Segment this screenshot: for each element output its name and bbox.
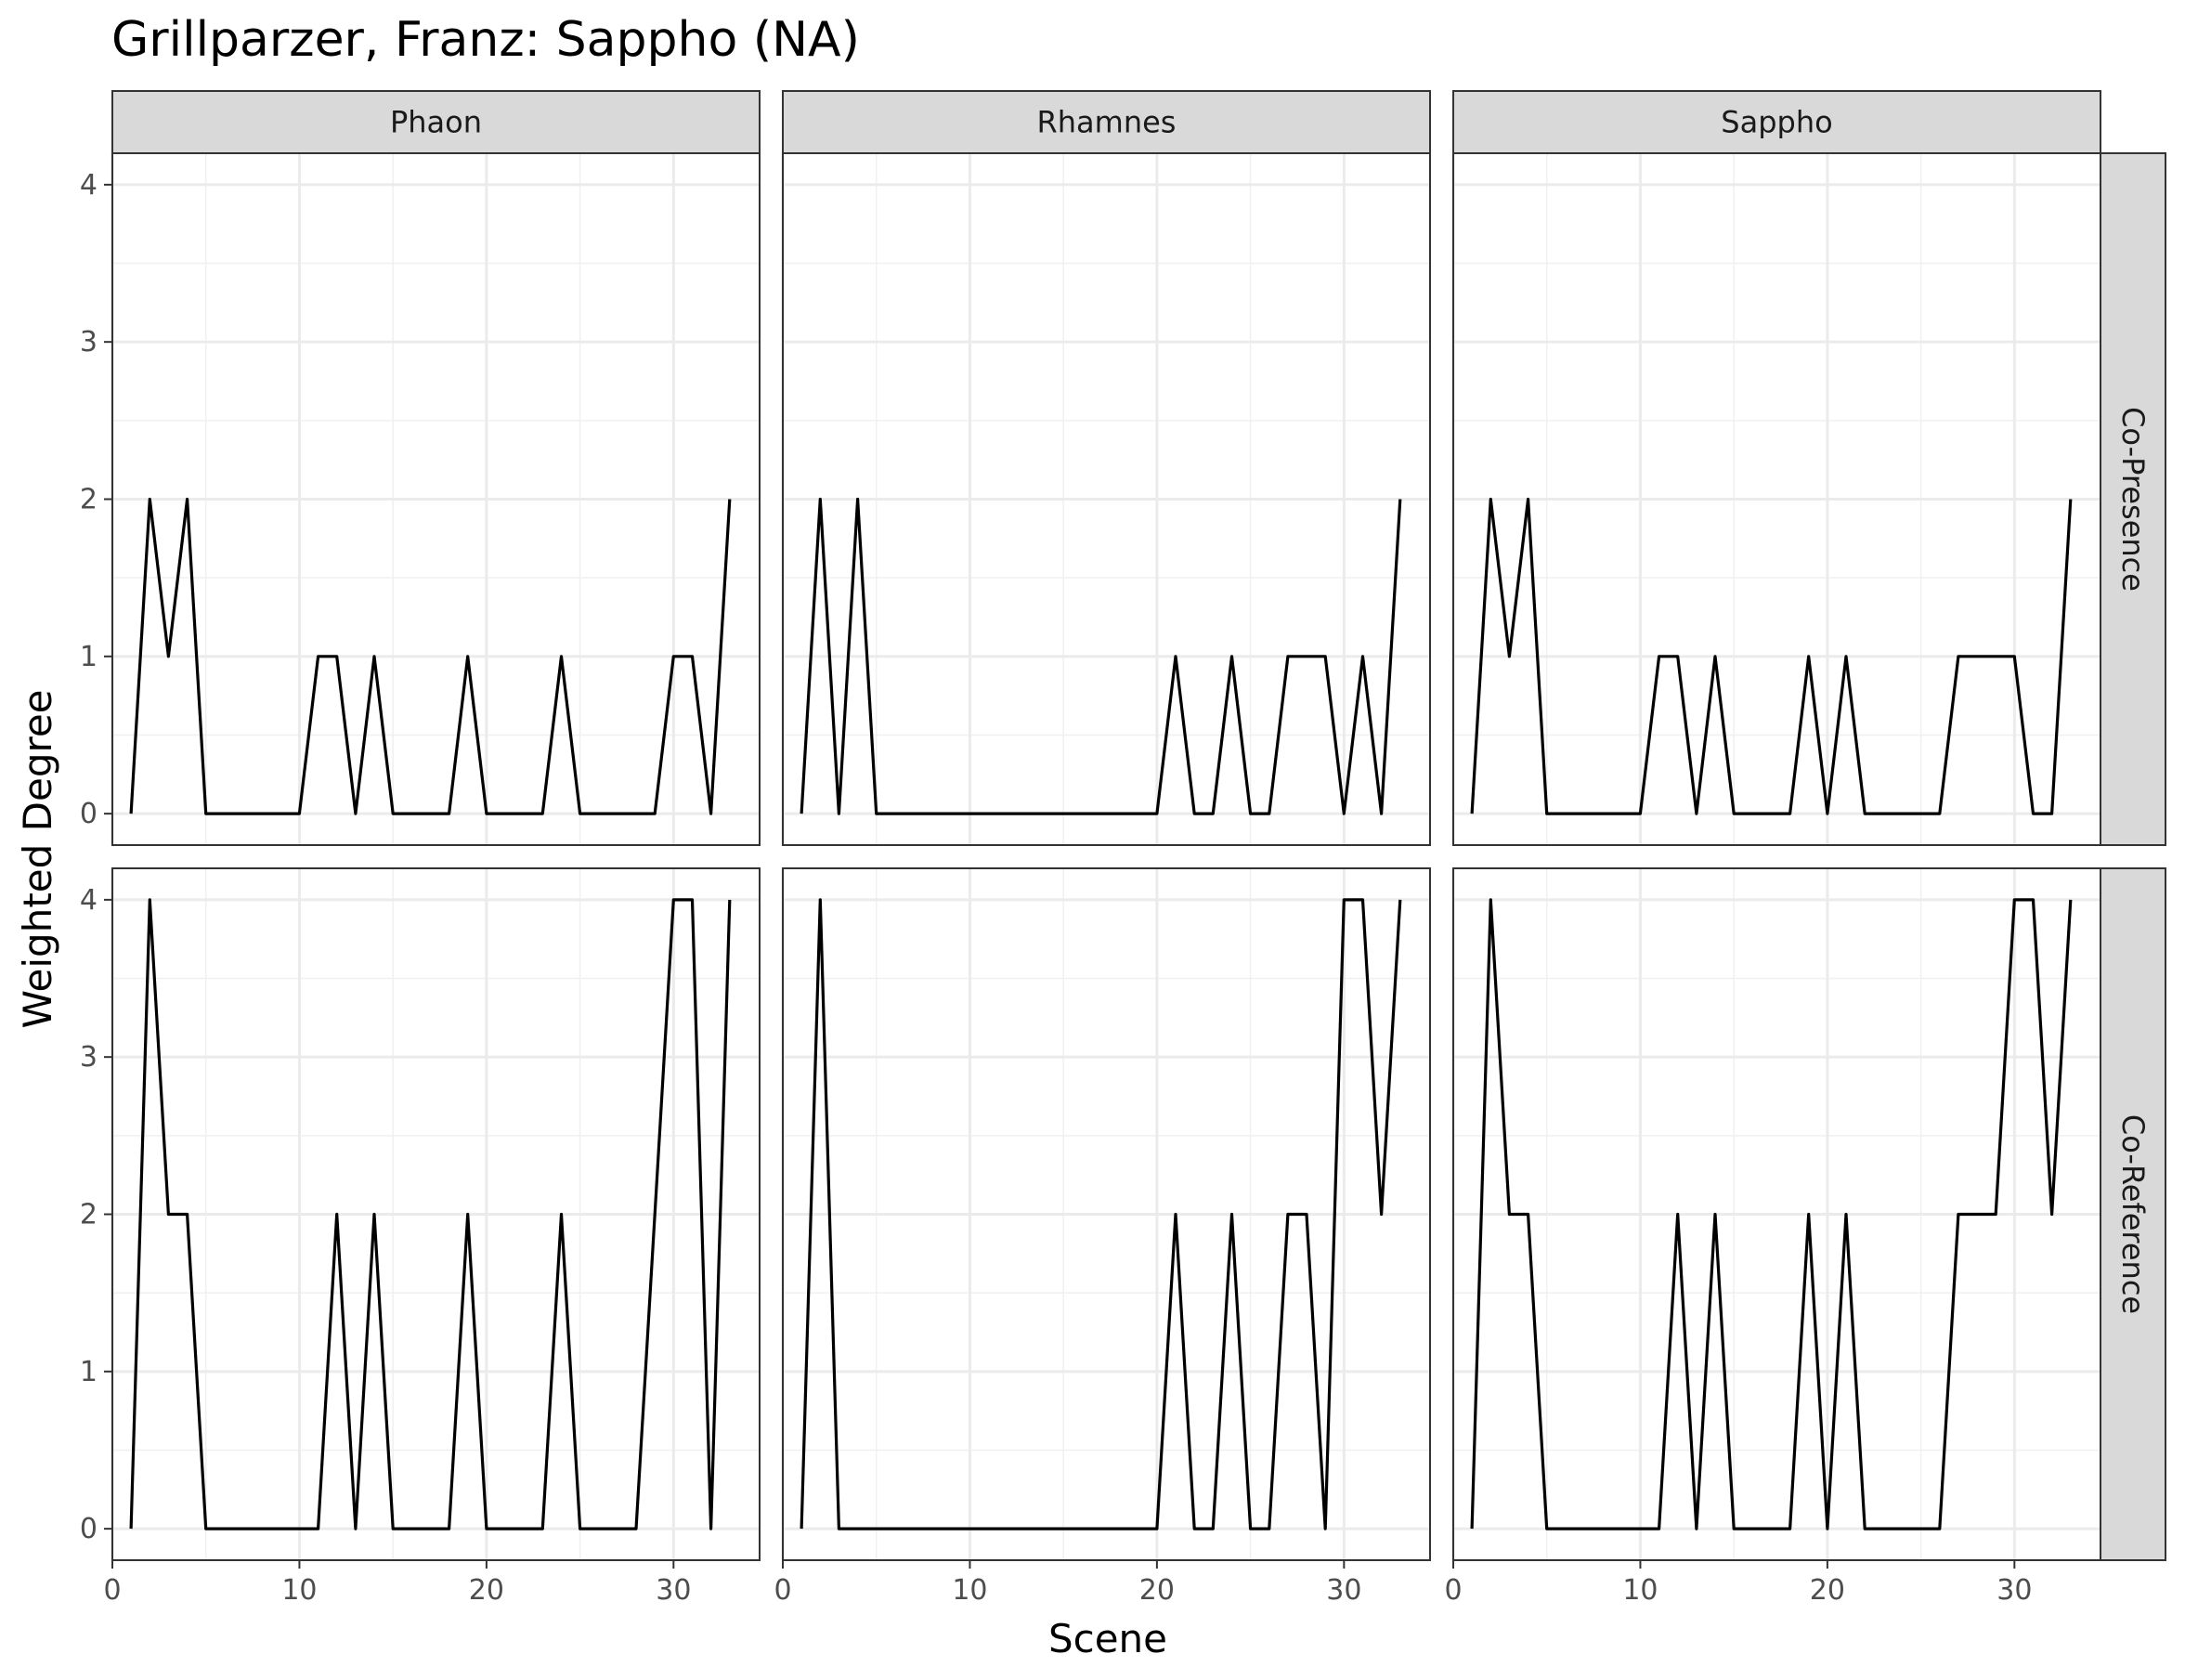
y-tick-label: 1 bbox=[80, 1356, 98, 1388]
panel-sappho-co-presence bbox=[1451, 152, 2101, 846]
axes: 0 1 2 3 4 0 1 2 3 4 0 10 20 30 0 10 20 30 0 10 20 30 bbox=[80, 169, 2033, 1607]
y-tick-label: 4 bbox=[80, 169, 98, 202]
series-line-phaon-co-reference bbox=[129, 898, 732, 1530]
strip-label: Sappho bbox=[1721, 105, 1832, 140]
facet-panels bbox=[111, 152, 2101, 1561]
panel-rhamnes-co-reference bbox=[781, 867, 1431, 1561]
strip-background bbox=[2100, 867, 2166, 1561]
panel-rhamnes-co-presence bbox=[781, 152, 1431, 846]
x-tick-label: 0 bbox=[1444, 1574, 1462, 1607]
y-tick-label: 0 bbox=[80, 798, 98, 830]
series-line-rhamnes-co-reference bbox=[800, 898, 1402, 1530]
row-strip-co-presence: Co-Presence bbox=[2100, 152, 2166, 846]
panel-phaon-co-presence bbox=[111, 152, 761, 846]
strip-label: Co-Reference bbox=[2115, 1114, 2151, 1314]
strip-background bbox=[2100, 152, 2166, 846]
y-tick-label: 2 bbox=[80, 1199, 98, 1231]
x-tick-label: 20 bbox=[1139, 1574, 1175, 1607]
strip-background bbox=[111, 90, 761, 154]
y-tick-label: 0 bbox=[80, 1513, 98, 1545]
column-strip-sappho: Sappho bbox=[1452, 90, 2101, 154]
y-axis-title: Weighted Degree bbox=[15, 689, 60, 1028]
x-tick-label: 30 bbox=[1326, 1574, 1361, 1607]
panel-sappho-co-reference bbox=[1451, 867, 2101, 1561]
strip-label: Phaon bbox=[390, 105, 482, 140]
facet-strips: Phaon Rhamnes Sappho Co-Presence Co-Referenc… bbox=[111, 90, 2166, 1561]
panel-border bbox=[782, 867, 1431, 1561]
row-strip-co-reference: Co-Reference bbox=[2100, 867, 2166, 1561]
panel-phaon-co-reference bbox=[111, 867, 761, 1561]
column-strip-phaon: Phaon bbox=[111, 90, 761, 154]
y-tick-label: 4 bbox=[80, 884, 98, 917]
x-axis-title: Scene bbox=[1048, 1616, 1167, 1661]
strip-label: Rhamnes bbox=[1037, 105, 1177, 140]
strip-background bbox=[782, 90, 1431, 154]
x-tick-label: 0 bbox=[774, 1574, 791, 1607]
x-tick-label: 20 bbox=[469, 1574, 504, 1607]
x-tick-label: 10 bbox=[1622, 1574, 1658, 1607]
y-tick-label: 1 bbox=[80, 641, 98, 673]
x-tick-label: 10 bbox=[952, 1574, 987, 1607]
x-tick-label: 30 bbox=[656, 1574, 691, 1607]
series-line-sappho-co-reference bbox=[1470, 898, 2073, 1530]
y-tick-label: 2 bbox=[80, 484, 98, 516]
x-tick-label: 20 bbox=[1810, 1574, 1845, 1607]
column-strip-rhamnes: Rhamnes bbox=[782, 90, 1431, 154]
strip-background bbox=[1452, 90, 2101, 154]
chart-title: Grillparzer, Franz: Sappho (NA) bbox=[111, 12, 860, 68]
series-line-sappho-co-presence bbox=[1470, 497, 2073, 815]
x-tick-label: 30 bbox=[1996, 1574, 2032, 1607]
series-line-rhamnes-co-presence bbox=[800, 497, 1402, 815]
series-line-phaon-co-presence bbox=[129, 497, 732, 815]
y-tick-label: 3 bbox=[80, 326, 98, 358]
x-tick-label: 10 bbox=[281, 1574, 317, 1607]
y-tick-label: 3 bbox=[80, 1041, 98, 1074]
strip-label: Co-Presence bbox=[2115, 407, 2151, 592]
x-tick-label: 0 bbox=[103, 1574, 121, 1607]
